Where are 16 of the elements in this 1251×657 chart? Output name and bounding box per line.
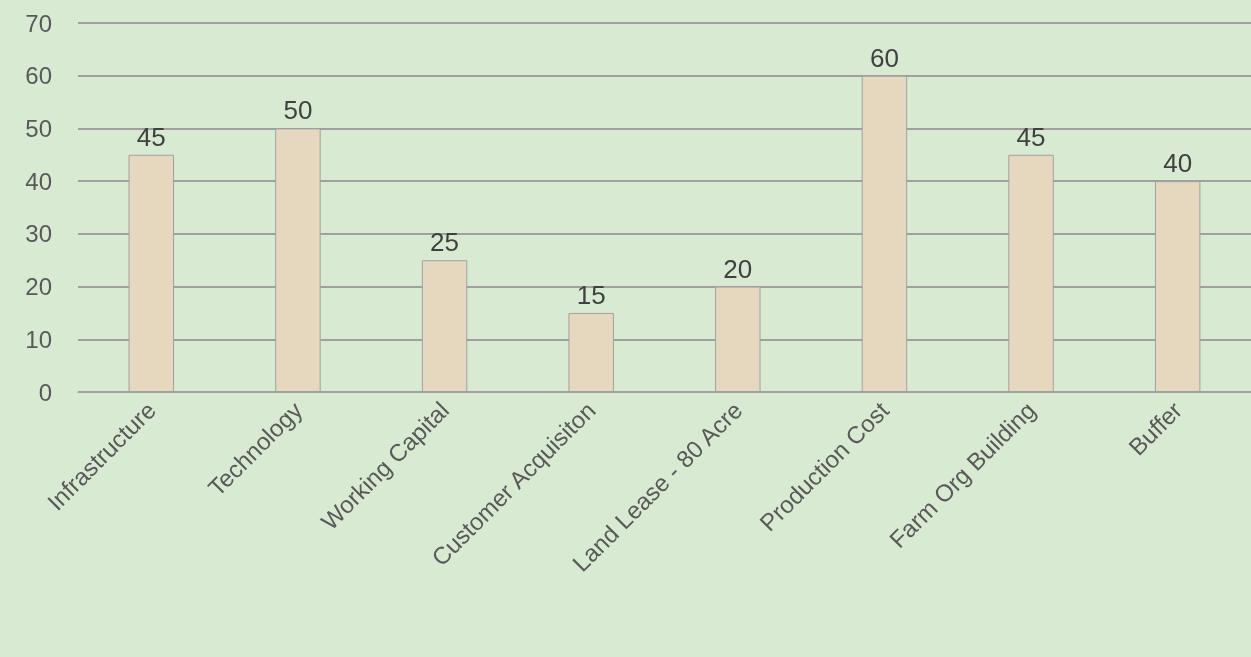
y-tick-label: 50	[25, 114, 52, 142]
data-label: 45	[136, 121, 166, 152]
data-label: 25	[430, 227, 460, 258]
data-label: 15	[576, 279, 606, 310]
y-tick-label: 70	[25, 9, 52, 37]
data-label: 50	[283, 95, 313, 126]
data-label: 40	[1163, 148, 1193, 179]
y-tick-label: 30	[25, 220, 52, 248]
y-tick-label: 40	[25, 167, 52, 195]
y-tick-label: 20	[25, 273, 52, 301]
data-label: 45	[1016, 121, 1046, 152]
y-tick-label: 0	[38, 378, 52, 406]
data-label: 60	[869, 42, 899, 73]
data-label: 20	[723, 253, 753, 284]
y-tick-label: 10	[25, 325, 52, 353]
y-tick-label: 60	[25, 62, 52, 90]
